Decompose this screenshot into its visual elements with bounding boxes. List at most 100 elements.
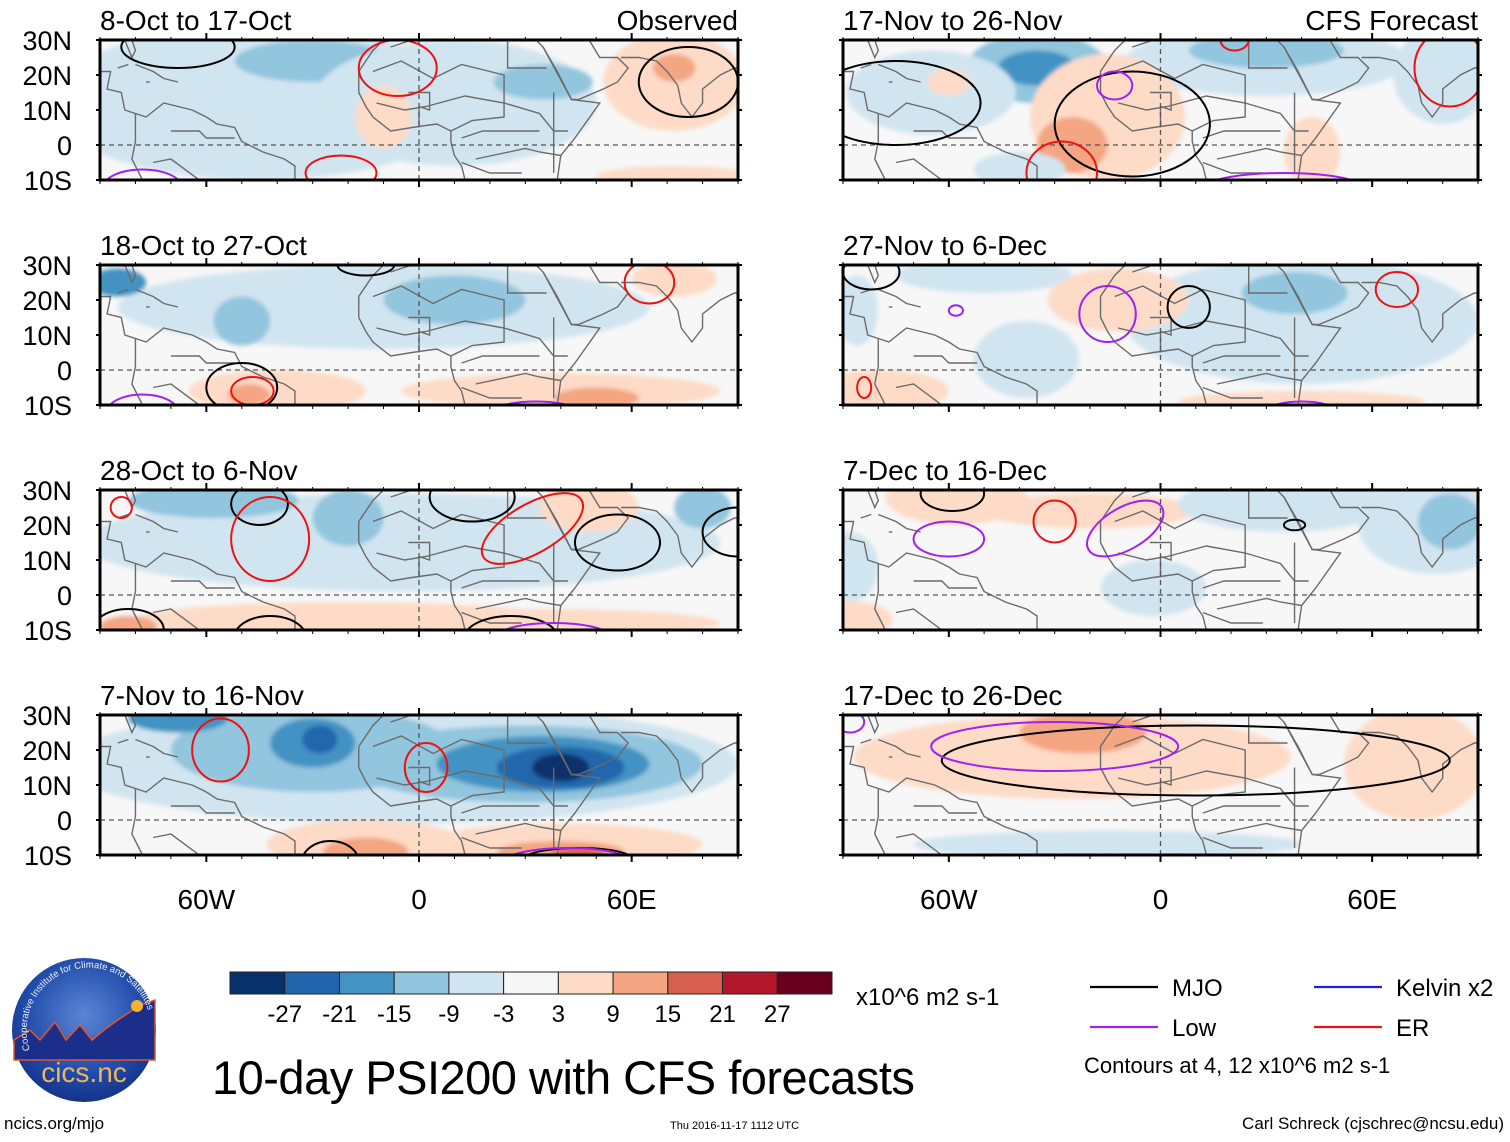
coastline [135, 102, 296, 180]
coastline [867, 490, 880, 510]
contour-mjo [1282, 518, 1307, 532]
shading-blob [603, 40, 738, 131]
coastline [1149, 91, 1172, 111]
coastline [1202, 580, 1281, 589]
shading-blob [843, 532, 879, 602]
coastline [542, 40, 630, 101]
coastline [135, 327, 296, 405]
shading-blob [401, 373, 721, 405]
coastline [878, 327, 1038, 405]
contour-er [191, 717, 250, 783]
coastline [117, 288, 129, 294]
coastline [860, 63, 872, 69]
coastline [895, 608, 943, 630]
colorbar-swatch [612, 971, 669, 995]
coastline [1099, 40, 1342, 180]
coastline [475, 597, 561, 610]
x-tick-label: 0 [411, 884, 427, 915]
shading-blob [1100, 560, 1207, 616]
coastline [1202, 805, 1281, 814]
coastline [372, 735, 505, 807]
shading-blob [973, 152, 1066, 180]
coastline [1202, 130, 1281, 139]
column-label: CFS Forecast [1305, 5, 1478, 36]
shading-blob [1188, 40, 1344, 68]
shading-blob [843, 370, 949, 405]
coastline [874, 338, 887, 405]
coastline [895, 383, 943, 405]
legend-label: Kelvin x2 [1396, 975, 1493, 1002]
shading-blob [895, 265, 1073, 293]
coastline [542, 265, 630, 326]
y-tick-label: 0 [57, 131, 72, 161]
coastline [878, 288, 921, 308]
coastline [387, 445, 401, 470]
y-tick-label: 10N [22, 546, 72, 576]
shading-blob [312, 490, 384, 546]
coastline [461, 355, 540, 364]
coastline [170, 580, 235, 589]
shading-blob [1283, 117, 1341, 180]
coastline [358, 40, 602, 180]
coastline [913, 355, 978, 364]
coastline [621, 506, 738, 569]
coastline [135, 288, 179, 308]
footer-url[interactable]: ncics.org/mjo [4, 1114, 105, 1133]
shading-blob [227, 384, 271, 405]
colorbar-tick-label: 3 [552, 1001, 565, 1028]
shading-blob [128, 490, 299, 518]
coastline [124, 715, 137, 735]
coastline [843, 520, 879, 565]
contour-mjo [1166, 285, 1211, 329]
coastline [874, 563, 887, 630]
colorbar: -27 -21 -15 -9 -3 3 9 15 21 27 [229, 971, 833, 1028]
y-tick-label: 20N [22, 736, 72, 766]
colorbar-tick-label: -9 [438, 1001, 459, 1028]
contour-mjo [302, 840, 359, 855]
contour-er [304, 154, 378, 180]
coastline [1361, 56, 1478, 119]
colorbar-swatch [667, 971, 724, 995]
shading-blob [532, 753, 590, 782]
coastline [376, 770, 568, 807]
coastline [1216, 372, 1302, 385]
coastline [124, 265, 137, 285]
y-tick-label: 10S [24, 841, 72, 871]
coastline [461, 130, 540, 139]
shading-blob [927, 68, 970, 96]
coastline [1114, 60, 1246, 132]
contour-mjo [637, 46, 738, 118]
shading-blob [128, 715, 228, 733]
coastline [117, 63, 129, 69]
shading-blob [493, 64, 593, 100]
coastline [358, 317, 466, 405]
colorbar-units: x10^6 m2 s-1 [856, 984, 1000, 1011]
shading-blob [365, 609, 721, 630]
coastline [1283, 265, 1370, 326]
panel-title: 7-Dec to 16-Dec [843, 455, 1047, 486]
coastline [358, 715, 602, 855]
contour-er [230, 376, 275, 405]
logo-mountains [13, 998, 156, 1061]
coastline [358, 92, 466, 180]
shading-blob [117, 265, 650, 349]
coastline [1283, 490, 1370, 551]
y-tick-label: 30N [22, 701, 72, 731]
colorbar-tick-label: -3 [493, 1001, 514, 1028]
coastline [1099, 542, 1208, 630]
map-panel-obs1: 30N 20N 10N 0 10S 8-Oct to 17-Oct Observed [22, 5, 742, 196]
contour-low [1086, 499, 1165, 558]
panel-title: 27-Nov to 6-Dec [843, 230, 1047, 261]
contour-low [105, 168, 180, 180]
coastline [1202, 386, 1263, 399]
coastline [913, 580, 978, 589]
map-panel-obs2: 30N 20N 10N 0 10S 18-Oct to 27-Oct [22, 230, 742, 421]
x-tick-label: 60E [607, 884, 657, 915]
contour-low [912, 520, 986, 558]
coastline [408, 316, 431, 336]
contour-er [403, 742, 449, 793]
colorbar-swatch [448, 971, 505, 995]
contour-mjo [120, 40, 236, 69]
coastline [1114, 285, 1246, 357]
